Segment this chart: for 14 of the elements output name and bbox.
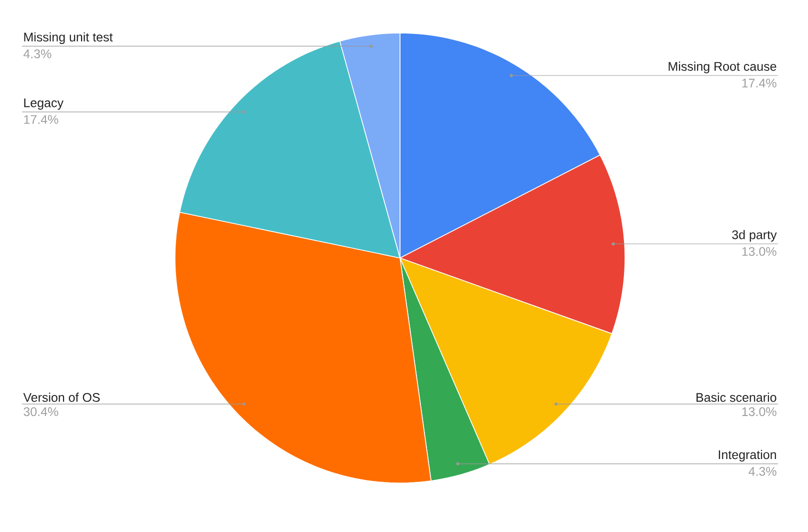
data-label: 4.3%	[23, 49, 52, 58]
data-label: 13.0%	[742, 247, 776, 256]
data-label: 17.4%	[24, 115, 58, 124]
slice-label: Missing Root cause	[668, 62, 776, 74]
data-label: 13.0%	[742, 407, 776, 416]
slice-label: Integration	[718, 450, 776, 462]
slice-label: 3d party	[732, 230, 777, 242]
slice-label: Legacy	[24, 98, 64, 110]
data-label: 17.4%	[742, 78, 776, 88]
slice-label: Version of OS	[23, 392, 100, 402]
data-label: 30.4%	[24, 407, 58, 416]
slice-label: Basic scenario	[696, 392, 776, 402]
data-label: 4.3%	[748, 466, 776, 476]
slice-label: Missing unit test	[24, 32, 113, 44]
